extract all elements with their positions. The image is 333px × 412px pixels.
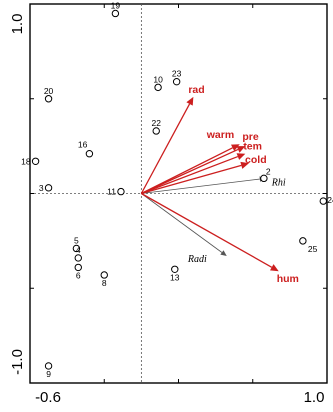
site-point — [72, 244, 81, 253]
site-point — [44, 362, 53, 370]
env-label-hum: hum — [277, 273, 299, 285]
env-cold-arrow-line — [141, 164, 242, 195]
env-rad-arrow-head — [186, 96, 194, 106]
env-tem-arrow-head — [236, 153, 246, 160]
site-point — [117, 187, 125, 196]
axis-ticks — [30, 4, 327, 383]
env-label-tem: tem — [243, 141, 262, 153]
env-tem-arrow-line — [141, 155, 239, 195]
site-point — [44, 184, 53, 192]
site-label: 2 — [266, 166, 271, 176]
env-label-warm: warm — [206, 129, 234, 141]
env-cold-arrow-head — [240, 161, 250, 169]
site-label: 25 — [308, 244, 318, 254]
env-label-cold: cold — [245, 154, 267, 166]
site-label: 10 — [153, 74, 163, 84]
y-tick-label-top: 1.0 — [9, 14, 26, 35]
site-label: 11 — [107, 187, 116, 197]
site-label: 22 — [151, 118, 161, 128]
site-point — [260, 174, 268, 183]
x-tick-label-right: 1.0 — [304, 389, 325, 406]
env-label-pre: pre — [242, 131, 259, 143]
site-label: 3 — [39, 183, 44, 193]
env-hum-arrow-head — [270, 264, 279, 272]
site-points: 19 23 10 20 22 16 18 3 11 2 24 25 54 6 8 13 9 — [21, 0, 333, 378]
site-label: 19 — [111, 0, 121, 10]
env-warm-arrow-head — [230, 144, 240, 152]
site-point — [100, 271, 108, 279]
site-label: 18 — [21, 156, 31, 166]
env-hum-arrow-line — [141, 192, 273, 268]
site-point — [299, 237, 307, 245]
site-label: 9 — [46, 369, 51, 379]
site-label: 23 — [172, 69, 182, 79]
env-pre-arrow-head — [236, 146, 246, 153]
species-rhi-arrow-line — [141, 178, 260, 194]
site-point — [152, 127, 160, 135]
y-tick-label-bottom: -1.0 — [9, 349, 26, 375]
site-label: 20 — [44, 86, 54, 96]
env-pre-arrow-line — [141, 148, 239, 195]
site-point — [319, 197, 327, 205]
env-label-rad: rad — [188, 84, 204, 96]
site-point — [74, 263, 82, 272]
site-label: 4 — [76, 245, 81, 255]
site-point — [85, 150, 94, 158]
site-label: 8 — [102, 278, 107, 288]
site-point — [74, 254, 82, 262]
site-label: 6 — [76, 270, 81, 280]
site-point — [111, 9, 120, 18]
site-point — [44, 95, 53, 103]
site-label: 16 — [78, 140, 88, 150]
x-tick-label-left: -0.6 — [35, 389, 61, 406]
species-radi-arrow-head — [220, 250, 227, 257]
species-label-radi: Radi — [187, 254, 207, 265]
env-rad-arrow-line — [140, 103, 191, 194]
site-point — [171, 265, 179, 273]
site-point — [31, 157, 40, 165]
site-label: 5 — [74, 235, 79, 245]
species-radi-arrow-line — [141, 193, 223, 253]
species-label-rhi: Rhi — [271, 177, 286, 188]
species-vectors: Rhi Radi — [141, 176, 286, 265]
site-point — [172, 77, 181, 86]
site-label: 24 — [327, 195, 333, 205]
site-label: 13 — [170, 272, 180, 282]
site-point — [154, 83, 162, 92]
